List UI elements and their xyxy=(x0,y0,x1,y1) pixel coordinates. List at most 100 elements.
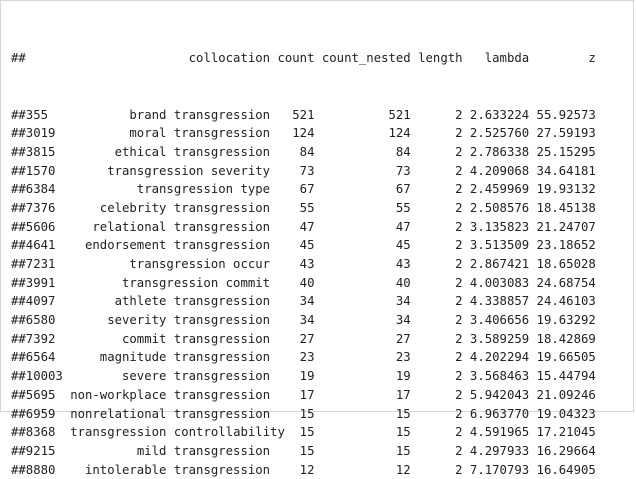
collocation-cell: magnitude transgression xyxy=(99,350,271,365)
count-cell: 40 xyxy=(299,275,315,290)
table-row: ##3991 transgression commit 40 40 2 4.003083 2… xyxy=(11,274,596,293)
comment-prefix: ## xyxy=(11,331,26,346)
collocation-cell: severe transgression xyxy=(122,369,271,384)
z-cell: 55.92573 xyxy=(536,107,596,122)
z-cell: 19.66505 xyxy=(536,350,596,365)
collocation-cell: moral transgression xyxy=(129,126,271,141)
length-cell: 2 xyxy=(455,425,463,440)
collocation-cell: brand transgression xyxy=(129,107,271,122)
count-cell: 521 xyxy=(292,107,315,122)
count-nested-cell: 55 xyxy=(395,200,411,215)
comment-prefix: ## xyxy=(11,462,26,477)
lambda-cell: 4.003083 xyxy=(469,275,530,290)
count-cell: 73 xyxy=(299,163,315,178)
length-cell: 2 xyxy=(455,331,463,346)
z-cell: 18.45138 xyxy=(536,200,596,215)
length-cell: 2 xyxy=(455,369,463,384)
count-cell: 19 xyxy=(299,369,315,384)
row-id-cell: 3815 xyxy=(25,144,56,159)
comment-prefix: ## xyxy=(11,294,26,309)
row-id-cell: 6564 xyxy=(25,350,56,365)
count-cell: 15 xyxy=(299,443,315,458)
lambda-cell: 5.942043 xyxy=(469,387,530,402)
length-cell: 2 xyxy=(455,144,463,159)
length-cell: 2 xyxy=(455,462,463,477)
header-z: z xyxy=(588,51,596,66)
table-row: ##4097 athlete transgression 34 34 2 4.338857… xyxy=(11,292,596,311)
header-length: length xyxy=(418,51,463,66)
table-row: ##7392 commit transgression 27 27 2 3.589259 1… xyxy=(11,330,596,349)
table-row: ##7376 celebrity transgression 55 55 2 2.5085… xyxy=(11,199,596,218)
collocation-cell: transgression commit xyxy=(122,275,271,290)
count-cell: 34 xyxy=(299,294,315,309)
z-cell: 24.68754 xyxy=(536,275,596,290)
comment-prefix: ## xyxy=(11,369,26,384)
collocation-cell: relational transgression xyxy=(92,219,271,234)
collocation-cell: commit transgression xyxy=(122,331,271,346)
row-id-cell: 7231 xyxy=(25,257,56,271)
count-nested-cell: 84 xyxy=(395,144,411,159)
row-id-cell: 5695 xyxy=(25,387,56,402)
lambda-cell: 2.867421 xyxy=(469,257,530,271)
row-id-cell: 3019 xyxy=(25,126,56,141)
comment-prefix: ## xyxy=(11,107,26,122)
row-id-cell: 10003 xyxy=(25,369,63,384)
length-cell: 2 xyxy=(455,163,463,178)
table-row: ##10003 severe transgression 19 19 2 3.568463… xyxy=(11,367,596,386)
collocation-cell: severity transgression xyxy=(107,313,271,328)
comment-prefix: ## xyxy=(11,144,26,159)
table-row: ##1570 transgression severity 73 73 2 4.20906… xyxy=(11,162,596,181)
count-cell: 34 xyxy=(299,313,315,328)
count-cell: 45 xyxy=(299,238,315,253)
table-row: ##3019 moral transgression 124 124 2 2.525760… xyxy=(11,124,596,143)
count-cell: 55 xyxy=(299,200,315,215)
lambda-cell: 2.525760 xyxy=(469,126,530,141)
comment-prefix: ## xyxy=(11,275,26,290)
z-cell: 23.18652 xyxy=(536,238,596,253)
lambda-cell: 3.589259 xyxy=(469,331,530,346)
length-cell: 2 xyxy=(455,257,463,271)
comment-prefix: ## xyxy=(11,200,26,215)
comment-prefix: ## xyxy=(11,257,26,271)
count-nested-cell: 34 xyxy=(395,313,411,328)
console-output: ## collocation count count_nested length lamb… xyxy=(11,12,596,479)
collocation-cell: transgression type xyxy=(136,182,271,197)
lambda-cell: 4.202294 xyxy=(469,350,530,365)
length-cell: 2 xyxy=(455,443,463,458)
length-cell: 2 xyxy=(455,200,463,215)
comment-prefix: ## xyxy=(11,425,26,440)
z-cell: 16.29664 xyxy=(536,443,596,458)
count-nested-cell: 15 xyxy=(395,443,411,458)
lambda-cell: 2.786338 xyxy=(469,144,530,159)
collocation-cell: endorsement transgression xyxy=(84,238,271,253)
row-id-cell: 6384 xyxy=(25,182,56,197)
length-cell: 2 xyxy=(455,387,463,402)
count-cell: 43 xyxy=(299,257,315,271)
collocation-cell: transgression severity xyxy=(107,163,271,178)
z-cell: 18.42869 xyxy=(536,331,596,346)
count-cell: 23 xyxy=(299,350,315,365)
row-id-cell: 1570 xyxy=(25,163,56,178)
table-row: ##6564 magnitude transgression 23 23 2 4.2022… xyxy=(11,348,596,367)
z-cell: 27.59193 xyxy=(536,126,596,141)
count-nested-cell: 15 xyxy=(395,425,411,440)
collocation-cell: transgression occur xyxy=(129,257,271,271)
count-nested-cell: 19 xyxy=(395,369,411,384)
count-cell: 47 xyxy=(299,219,315,234)
row-id-cell: 9215 xyxy=(25,443,56,458)
comment-prefix: ## xyxy=(11,126,26,141)
table-row: ##7231 transgression occur 43 43 2 2.867421 18… xyxy=(11,255,596,274)
lambda-cell: 3.406656 xyxy=(469,313,530,328)
comment-prefix: ## xyxy=(11,51,26,66)
count-cell: 27 xyxy=(299,331,315,346)
count-nested-cell: 34 xyxy=(395,294,411,309)
length-cell: 2 xyxy=(455,182,463,197)
length-cell: 2 xyxy=(455,294,463,309)
header-collocation: collocation xyxy=(188,51,271,66)
lambda-cell: 3.568463 xyxy=(469,369,530,384)
lambda-cell: 4.209068 xyxy=(469,163,530,178)
count-cell: 15 xyxy=(299,425,315,440)
row-id-cell: 5606 xyxy=(25,219,56,234)
collocation-cell: non-workplace transgression xyxy=(70,387,271,402)
